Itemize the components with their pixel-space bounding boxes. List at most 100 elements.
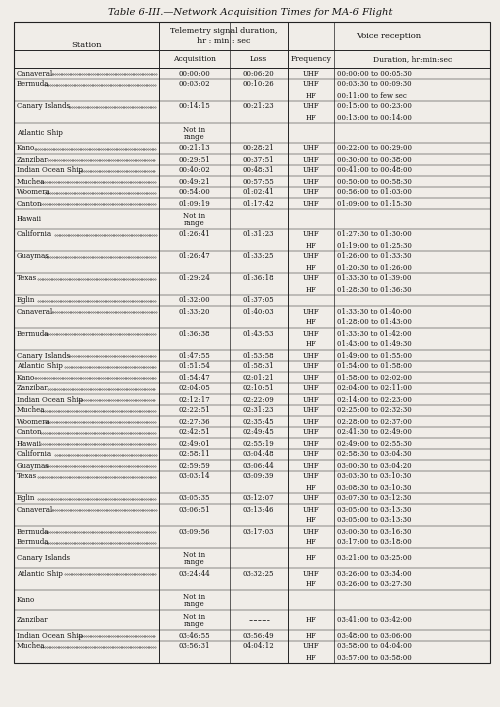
Text: 03:24:44: 03:24:44 [178,570,210,578]
Text: 01:58:00 to 02:02:00: 01:58:00 to 02:02:00 [338,373,412,382]
Text: 01:43:53: 01:43:53 [243,329,274,337]
Text: UHF: UHF [302,81,320,88]
Text: Kano: Kano [17,596,35,604]
Text: Muchea: Muchea [17,407,46,414]
Text: UHF: UHF [302,527,320,535]
Text: HF: HF [306,264,316,271]
Text: UHF: UHF [302,69,320,78]
Text: 03:12:07: 03:12:07 [243,494,274,503]
Text: HF: HF [306,616,316,624]
Text: 02:25:00 to 02:32:30: 02:25:00 to 02:32:30 [338,407,412,414]
Text: UHF: UHF [302,177,320,185]
Text: 03:58:00 to 04:04:00: 03:58:00 to 04:04:00 [338,643,412,650]
Text: Guaymas: Guaymas [17,462,50,469]
Text: 01:54:00 to 01:58:00: 01:54:00 to 01:58:00 [338,363,412,370]
Text: Bermuda: Bermuda [17,329,50,337]
Text: Voice reception: Voice reception [356,32,422,40]
Text: Canary Islands: Canary Islands [17,554,70,562]
Text: 01:58:31: 01:58:31 [243,363,274,370]
Text: Texas: Texas [17,274,37,283]
Text: UHF: UHF [302,167,320,175]
Text: 01:27:30 to 01:30:00: 01:27:30 to 01:30:00 [338,230,412,238]
Text: 02:41:30 to 02:49:00: 02:41:30 to 02:49:00 [338,428,412,436]
Text: Zanzibar: Zanzibar [17,616,48,624]
Text: UHF: UHF [302,440,320,448]
Text: Station: Station [72,41,102,49]
Text: Frequency: Frequency [290,55,332,63]
Text: 00:03:02: 00:03:02 [178,81,210,88]
Text: 02:42:51: 02:42:51 [178,428,210,436]
Text: 02:04:00 to 02:11:00: 02:04:00 to 02:11:00 [338,385,412,392]
Text: 02:01:21: 02:01:21 [243,373,274,382]
Text: 01:19:00 to 01:25:30: 01:19:00 to 01:25:30 [338,242,412,250]
Text: 00:50:00 to 00:58:30: 00:50:00 to 00:58:30 [338,177,412,185]
Text: 00:40:02: 00:40:02 [178,167,210,175]
Text: Telemetry signal duration,
hr : min : sec: Telemetry signal duration, hr : min : se… [170,27,277,45]
Text: 00:00:00: 00:00:00 [178,69,210,78]
Text: California: California [17,450,52,459]
Text: Atlantic Ship: Atlantic Ship [17,129,63,137]
Text: 03:05:00 to 03:13:30: 03:05:00 to 03:13:30 [338,506,412,513]
Text: UHF: UHF [302,189,320,197]
Text: HF: HF [306,341,316,349]
Text: UHF: UHF [302,506,320,513]
Text: Woomera: Woomera [17,418,51,426]
Text: 02:14:00 to 02:23:00: 02:14:00 to 02:23:00 [338,395,412,404]
Text: UHF: UHF [302,230,320,238]
Text: 01:26:41: 01:26:41 [178,230,210,238]
Text: 00:00:00 to 00:05:30: 00:00:00 to 00:05:30 [338,69,412,78]
Text: 03:08:30 to 03:10:30: 03:08:30 to 03:10:30 [338,484,412,491]
Text: HF: HF [306,286,316,293]
Text: 01:54:47: 01:54:47 [178,373,210,382]
Text: HF: HF [306,91,316,100]
Text: Atlantic Ship: Atlantic Ship [17,363,63,370]
Text: 02:27:36: 02:27:36 [178,418,210,426]
Text: 02:12:17: 02:12:17 [178,395,210,404]
Text: Indian Ocean Ship: Indian Ocean Ship [17,631,83,640]
Text: Not in: Not in [184,613,206,621]
Text: 03:06:51: 03:06:51 [178,506,210,513]
Text: UHF: UHF [302,643,320,650]
Text: UHF: UHF [302,407,320,414]
Text: 02:59:59: 02:59:59 [178,462,210,469]
Text: range: range [184,600,205,609]
Text: 03:05:35: 03:05:35 [178,494,210,503]
Text: Kano: Kano [17,373,35,382]
Text: 02:04:05: 02:04:05 [178,385,210,392]
Text: 03:07:30 to 03:12:30: 03:07:30 to 03:12:30 [338,494,412,503]
Text: UHF: UHF [302,199,320,207]
Text: Table 6-III.—Network Acquisition Times for MA-6 Flight: Table 6-III.—Network Acquisition Times f… [108,8,392,17]
Text: 01:36:38: 01:36:38 [178,329,210,337]
Text: 03:00:30 to 03:16:30: 03:00:30 to 03:16:30 [338,527,412,535]
Text: UHF: UHF [302,494,320,503]
Text: 03:56:49: 03:56:49 [243,631,274,640]
Text: Canary Islands: Canary Islands [17,103,70,110]
Text: UHF: UHF [302,472,320,481]
Text: Zanzibar: Zanzibar [17,156,48,163]
Text: Muchea: Muchea [17,643,46,650]
Text: 01:20:30 to 01:26:00: 01:20:30 to 01:26:00 [338,264,412,271]
Text: 02:35:45: 02:35:45 [243,418,274,426]
Text: 00:41:00 to 00:48:00: 00:41:00 to 00:48:00 [338,167,412,175]
Text: 02:49:45: 02:49:45 [243,428,274,436]
Text: HF: HF [306,484,316,491]
Text: 03:09:56: 03:09:56 [178,527,210,535]
Text: Canaveral: Canaveral [17,69,53,78]
Text: 03:13:46: 03:13:46 [243,506,274,513]
Text: 03:05:00 to 03:13:30: 03:05:00 to 03:13:30 [338,517,412,525]
Text: 03:17:00 to 03:18:00: 03:17:00 to 03:18:00 [338,539,412,547]
Text: UHF: UHF [302,385,320,392]
Text: Eglin: Eglin [17,296,36,305]
Text: 01:47:55: 01:47:55 [178,351,210,359]
Text: 01:37:05: 01:37:05 [243,296,274,305]
Text: UHF: UHF [302,363,320,370]
Text: Duration, hr:min:sec: Duration, hr:min:sec [372,55,452,63]
Text: UHF: UHF [302,570,320,578]
Text: HF: HF [306,653,316,662]
Text: 00:14:15: 00:14:15 [178,103,210,110]
Text: UHF: UHF [302,428,320,436]
Text: 00:57:55: 00:57:55 [243,177,274,185]
Text: 01:33:30 to 01:39:00: 01:33:30 to 01:39:00 [338,274,412,283]
Text: 02:58:11: 02:58:11 [178,450,210,459]
Text: 01:29:24: 01:29:24 [178,274,210,283]
